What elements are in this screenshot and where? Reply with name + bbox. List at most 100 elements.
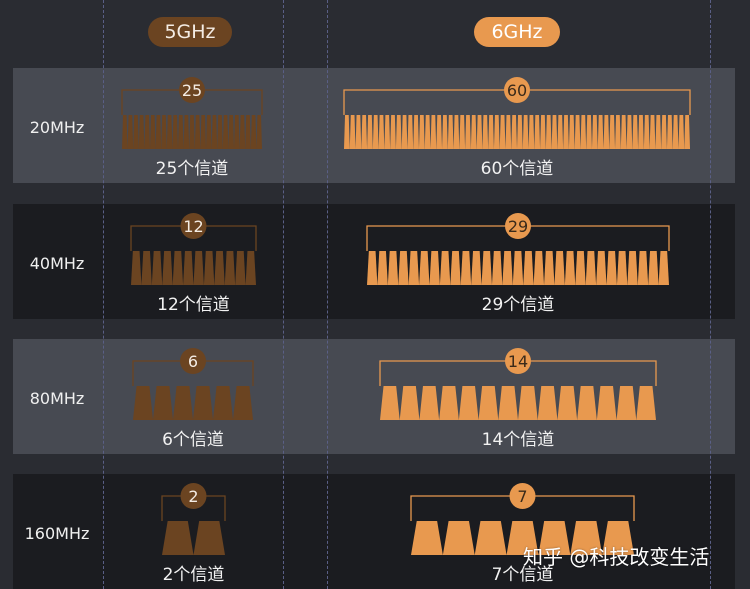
channel-bar-6ghz [380, 386, 400, 420]
channel-count-text-5ghz: 12 [183, 217, 203, 236]
channel-bar-6ghz [637, 251, 649, 285]
channel-bar-6ghz [627, 251, 638, 285]
channel-bar-5ghz [183, 115, 190, 149]
channel-caption-5ghz: 25个信道 [155, 159, 229, 179]
channel-bar-5ghz [127, 115, 134, 149]
channel-bar-5ghz [224, 251, 236, 285]
channel-bar-6ghz [616, 251, 628, 285]
channel-bar-6ghz [586, 115, 592, 149]
channel-bar-6ghz [367, 251, 378, 285]
channel-bar-5ghz [194, 115, 201, 149]
guide-line [710, 0, 711, 589]
channel-bar-5ghz [133, 386, 153, 420]
channel-bar-6ghz [384, 115, 391, 149]
bandwidth-label: 20MHz [29, 118, 85, 137]
channel-bar-6ghz [626, 115, 633, 149]
channel-bar-6ghz [390, 115, 396, 149]
channel-bar-5ghz [173, 386, 193, 420]
channel-bar-6ghz [636, 386, 656, 420]
channel-bar-5ghz [133, 115, 139, 149]
channel-bar-5ghz [214, 251, 225, 285]
channel-bar-5ghz [150, 115, 156, 149]
channel-bar-6ghz [411, 521, 443, 555]
channel-bar-6ghz [615, 115, 621, 149]
channel-bar-6ghz [506, 521, 539, 555]
channel-bar-6ghz [648, 251, 659, 285]
band-label-6ghz: 6GHz [474, 17, 560, 47]
channel-bar-6ghz [512, 251, 524, 285]
channel-bar-6ghz [538, 521, 571, 555]
channel-bar-6ghz [430, 115, 437, 149]
channel-bar-6ghz [474, 521, 507, 555]
bandwidth-label: 80MHz [29, 389, 85, 408]
channel-bar-6ghz [568, 115, 575, 149]
bandwidth-label: 40MHz [29, 254, 85, 273]
channel-bar-6ghz [502, 251, 513, 285]
channel-bar-5ghz [155, 115, 162, 149]
channel-bar-5ghz [245, 115, 251, 149]
channel-bar-6ghz [620, 115, 627, 149]
guide-line [327, 0, 328, 589]
channel-count-text-5ghz: 2 [188, 487, 198, 506]
channel-count-badge-5ghz [180, 213, 207, 239]
bandwidth-row: 40MHz 12个信道 29个信道 12 29 [13, 204, 735, 319]
channel-bar-5ghz [144, 115, 150, 149]
channel-bar-6ghz [672, 115, 679, 149]
channel-bar-6ghz [580, 115, 587, 149]
channel-bar-5ghz [162, 521, 194, 555]
channel-bar-6ghz [429, 251, 440, 285]
channel-bar-6ghz [436, 115, 443, 149]
channel-bar-5ghz [161, 115, 167, 149]
channel-bar-6ghz [603, 115, 610, 149]
channel-bar-5ghz [200, 115, 206, 149]
channel-bar-6ghz [401, 115, 408, 149]
channel-bar-6ghz [491, 251, 503, 285]
channel-bar-5ghz [239, 115, 246, 149]
channel-count-text-6ghz: 29 [508, 217, 528, 236]
channel-bar-6ghz [488, 115, 494, 149]
band-label-5ghz: 5GHz [148, 17, 232, 47]
channel-bar-6ghz [399, 386, 420, 420]
channel-bar-5ghz [131, 251, 142, 285]
channel-bar-6ghz [387, 251, 399, 285]
channel-bar-6ghz [372, 115, 379, 149]
channel-bar-6ghz [606, 251, 617, 285]
channel-bar-5ghz [151, 251, 163, 285]
channel-bar-5ghz [222, 115, 229, 149]
channel-bar-6ghz [460, 251, 472, 285]
channel-bar-6ghz [377, 251, 388, 285]
channel-bar-5ghz [189, 115, 195, 149]
channel-bar-6ghz [413, 115, 419, 149]
channel-caption-5ghz: 6个信道 [162, 430, 224, 450]
channel-caption-5ghz: 12个信道 [157, 295, 230, 315]
channel-bar-6ghz [684, 115, 690, 149]
channel-bar-6ghz [563, 115, 569, 149]
channel-bar-6ghz [439, 386, 459, 420]
channel-count-text-6ghz: 60 [507, 81, 527, 100]
channel-bar-6ghz [551, 115, 558, 149]
channel-bar-6ghz [557, 115, 564, 149]
channel-bar-6ghz [424, 115, 431, 149]
channel-bar-6ghz [442, 521, 475, 555]
channel-bar-5ghz [217, 115, 223, 149]
channel-bar-5ghz [122, 115, 128, 149]
channel-bar-5ghz [138, 115, 145, 149]
channel-count-text-6ghz: 7 [517, 487, 527, 506]
channel-bar-6ghz [574, 115, 581, 149]
channel-bar-6ghz [554, 251, 565, 285]
channel-count-text-5ghz: 6 [188, 352, 198, 371]
channel-bar-6ghz [585, 251, 597, 285]
channel-count-badge-6ghz [504, 77, 530, 103]
channel-bar-6ghz [658, 251, 669, 285]
channel-bar-5ghz [183, 251, 194, 285]
channel-bar-6ghz [361, 115, 368, 149]
channel-bar-6ghz [596, 386, 617, 420]
channel-bar-6ghz [522, 115, 529, 149]
channel-bar-6ghz [408, 251, 420, 285]
channel-bar-5ghz [193, 251, 204, 285]
channel-bar-5ghz [162, 251, 173, 285]
channel-bar-6ghz [499, 115, 506, 149]
channel-bar-6ghz [505, 115, 512, 149]
channel-bar-6ghz [439, 251, 451, 285]
channel-bar-6ghz [511, 115, 517, 149]
